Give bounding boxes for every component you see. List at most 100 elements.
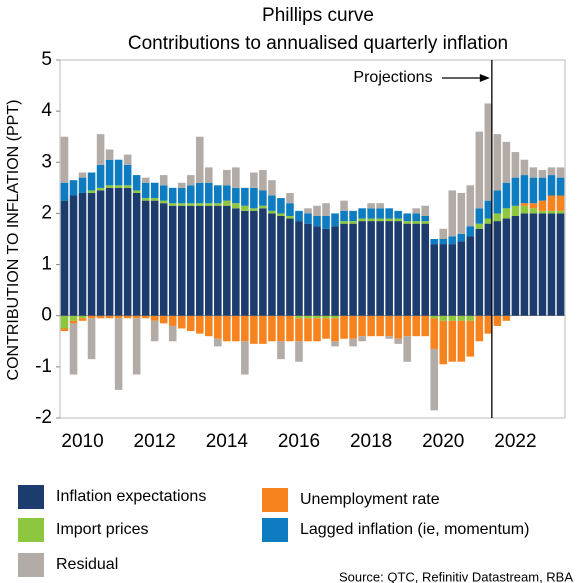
bar-segment — [349, 221, 357, 224]
bar-segment — [367, 315, 375, 337]
bar-segment — [358, 221, 366, 316]
bar-segment — [105, 315, 114, 319]
bar-segment — [69, 180, 78, 196]
bar-segment — [150, 198, 159, 201]
bar-segment — [385, 208, 393, 219]
chart-title: Phillips curve — [262, 5, 374, 26]
bar-segment — [195, 203, 204, 206]
bar-segment — [295, 318, 303, 342]
bar-segment — [547, 167, 556, 176]
bar-segment — [232, 167, 240, 188]
bar-segment — [205, 203, 213, 206]
bar-segment — [313, 318, 321, 342]
bar-segment — [457, 233, 466, 242]
bar-segment — [511, 177, 520, 206]
bar-segment — [214, 205, 222, 316]
bar-segment — [105, 185, 114, 188]
bar-segment — [168, 203, 177, 206]
bar-segment — [96, 190, 105, 316]
y-tick-label: 3 — [41, 151, 52, 172]
bar-segment — [556, 177, 565, 196]
bar-segment — [69, 315, 78, 321]
bar-segment — [394, 221, 402, 316]
bar-segment — [304, 223, 312, 316]
x-tick-label: 2018 — [350, 431, 392, 452]
bar-segment — [205, 182, 213, 204]
bar-segment — [376, 203, 384, 209]
bar-segment — [241, 315, 249, 342]
y-tick-label: 2 — [41, 202, 52, 223]
bar-segment — [538, 210, 547, 214]
bar-segment — [520, 203, 529, 206]
legend-label: Unemployment rate — [300, 491, 440, 508]
bar-segment — [69, 320, 78, 324]
bar-segment — [286, 215, 294, 219]
legend-swatch — [262, 518, 288, 542]
bar-segment — [403, 213, 411, 222]
bar-segment — [358, 218, 366, 222]
x-tick-label: 2012 — [134, 431, 176, 452]
bar-segment — [430, 239, 439, 245]
bar-segment — [367, 208, 375, 219]
bar-segment — [538, 177, 547, 201]
bar-segment — [96, 134, 105, 165]
bar-segment — [177, 182, 186, 188]
bar-segment — [340, 223, 348, 316]
bar-segment — [475, 208, 484, 224]
bar-segment — [304, 213, 312, 224]
bar-segment — [150, 320, 159, 342]
bar-segment — [123, 154, 132, 165]
bar-segment — [232, 315, 240, 342]
bar-segment — [304, 318, 312, 342]
bar-segment — [520, 175, 529, 204]
chart-subtitle: Contributions to annualised quarterly in… — [128, 33, 508, 54]
bar-segment — [223, 200, 231, 206]
bar-segment — [484, 315, 493, 334]
bar-segment — [457, 315, 466, 321]
legend-swatch — [262, 488, 288, 512]
x-tick-label: 2014 — [206, 431, 249, 452]
bar-segment — [250, 187, 258, 209]
bar-segment — [412, 221, 420, 224]
bar-segment — [367, 218, 375, 222]
bar-segment — [313, 205, 321, 216]
bar-segment — [340, 200, 348, 211]
bar-segment — [69, 195, 78, 316]
bar-segment — [87, 315, 96, 319]
bar-segment — [205, 167, 213, 183]
bar-segment — [123, 164, 132, 186]
x-tick-label: 2020 — [422, 431, 464, 452]
projection-label: Projections — [353, 69, 432, 86]
bar-segment — [493, 315, 502, 326]
bar-segment — [412, 208, 420, 214]
bar-segment — [141, 200, 150, 316]
bar-segment — [114, 187, 123, 316]
bar-segment — [421, 215, 430, 222]
bar-segment — [205, 315, 213, 337]
bar-segment — [114, 315, 123, 319]
bar-segment — [385, 221, 393, 316]
y-tick-label: -1 — [35, 356, 52, 377]
bar-segment — [331, 341, 339, 347]
bar-segment — [403, 336, 411, 362]
bar-segment — [259, 190, 267, 206]
bar-segment — [250, 172, 258, 188]
bar-segment — [529, 177, 538, 204]
y-tick-label: 4 — [41, 100, 52, 121]
bar-segment — [556, 210, 565, 214]
x-tick-label: 2010 — [61, 431, 103, 452]
y-tick-label: -2 — [35, 407, 52, 428]
bar-segment — [195, 205, 204, 316]
bar-segment — [241, 210, 249, 316]
bar-segment — [475, 131, 484, 209]
bar-segment — [430, 315, 439, 319]
bar-segment — [394, 338, 402, 344]
bar-segment — [223, 315, 231, 342]
bar-segment — [60, 328, 69, 332]
bar-segment — [295, 221, 303, 316]
bar-segment — [367, 203, 375, 209]
bar-segment — [277, 215, 285, 316]
bar-segment — [430, 348, 439, 411]
bar-segment — [421, 315, 430, 337]
bar-segment — [223, 169, 231, 186]
